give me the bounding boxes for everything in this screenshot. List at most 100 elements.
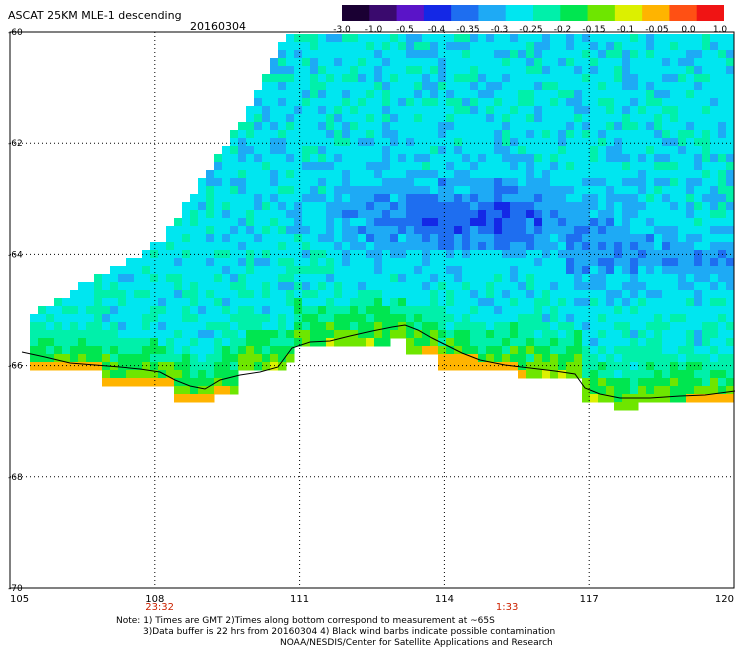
swath-cell xyxy=(590,282,599,291)
swath-cell xyxy=(678,274,687,283)
swath-cell xyxy=(398,282,407,291)
swath-cell xyxy=(462,122,471,131)
swath-cell xyxy=(358,50,367,59)
swath-cell xyxy=(414,274,423,283)
swath-cell xyxy=(302,50,311,59)
swath-cell xyxy=(542,194,551,203)
swath-cell xyxy=(326,306,335,315)
swath-cell xyxy=(366,130,375,139)
swath-cell xyxy=(718,66,727,75)
swath-cell xyxy=(182,394,191,403)
swath-cell xyxy=(702,154,711,163)
swath-cell xyxy=(582,154,591,163)
swath-cell xyxy=(430,146,439,155)
swath-cell xyxy=(86,354,95,363)
swath-cell xyxy=(222,234,231,243)
swath-cell xyxy=(630,314,639,323)
swath-cell xyxy=(438,322,447,331)
swath-cell xyxy=(414,330,423,339)
swath-cell xyxy=(166,362,175,371)
swath-cell xyxy=(134,298,143,307)
swath-cell xyxy=(494,138,503,147)
swath-cell xyxy=(126,298,135,307)
swath-cell xyxy=(262,330,271,339)
swath-cell xyxy=(230,154,239,163)
swath-cell xyxy=(382,146,391,155)
swath-cell xyxy=(494,170,503,179)
swath-cell xyxy=(318,274,327,283)
swath-cell xyxy=(726,242,735,251)
swath-cell xyxy=(374,314,383,323)
swath-cell xyxy=(406,170,415,179)
swath-cell xyxy=(406,226,415,235)
swath-cell xyxy=(518,346,527,355)
swath-cell xyxy=(550,122,559,131)
swath-cell xyxy=(406,114,415,123)
swath-cell xyxy=(598,362,607,371)
swath-cell xyxy=(430,98,439,107)
swath-cell xyxy=(542,298,551,307)
swath-cell xyxy=(550,130,559,139)
swath-cell xyxy=(206,290,215,299)
swath-cell xyxy=(462,282,471,291)
swath-cell xyxy=(150,282,159,291)
swath-cell xyxy=(630,218,639,227)
swath-cell xyxy=(638,82,647,91)
swath-cell xyxy=(654,242,663,251)
swath-cell xyxy=(350,306,359,315)
swath-cell xyxy=(286,234,295,243)
swath-cell xyxy=(638,186,647,195)
swath-cell xyxy=(542,234,551,243)
swath-cell xyxy=(526,178,535,187)
swath-cell xyxy=(462,90,471,99)
swath-cell xyxy=(638,202,647,211)
colorbar-label: -0.3 xyxy=(490,25,509,35)
swath-cell xyxy=(294,338,303,347)
swath-cell xyxy=(190,330,199,339)
swath-cell xyxy=(550,58,559,67)
swath-cell xyxy=(294,226,303,235)
swath-cell xyxy=(246,282,255,291)
swath-cell xyxy=(678,194,687,203)
swath-cell xyxy=(638,258,647,267)
swath-cell xyxy=(310,306,319,315)
swath-cell xyxy=(142,266,151,275)
swath-cell xyxy=(254,338,263,347)
swath-cell xyxy=(486,58,495,67)
swath-cell xyxy=(502,202,511,211)
swath-cell xyxy=(582,98,591,107)
swath-cell xyxy=(390,226,399,235)
swath-cell xyxy=(398,66,407,75)
colorbar-segment xyxy=(342,5,370,21)
swath-cell xyxy=(510,322,519,331)
swath-cell xyxy=(430,106,439,115)
swath-cell xyxy=(526,322,535,331)
swath-cell xyxy=(190,242,199,251)
swath-cell xyxy=(150,362,159,371)
swath-cell xyxy=(286,218,295,227)
swath-cell xyxy=(270,146,279,155)
swath-cell xyxy=(654,122,663,131)
swath-cell xyxy=(462,194,471,203)
swath-cell xyxy=(206,394,215,403)
swath-cell xyxy=(30,322,39,331)
swath-cell xyxy=(582,178,591,187)
swath-cell xyxy=(238,266,247,275)
swath-cell xyxy=(534,98,543,107)
swath-cell xyxy=(262,82,271,91)
swath-cell xyxy=(678,170,687,179)
swath-cell xyxy=(526,370,535,379)
swath-cell xyxy=(462,106,471,115)
swath-cell xyxy=(718,114,727,123)
swath-cell xyxy=(718,210,727,219)
swath-cell xyxy=(622,146,631,155)
swath-cell xyxy=(694,154,703,163)
swath-cell xyxy=(710,210,719,219)
swath-cell xyxy=(366,274,375,283)
swath-cell xyxy=(550,66,559,75)
swath-cell xyxy=(326,274,335,283)
swath-cell xyxy=(254,354,263,363)
swath-cell xyxy=(478,362,487,371)
swath-cell xyxy=(182,218,191,227)
swath-cell xyxy=(366,210,375,219)
